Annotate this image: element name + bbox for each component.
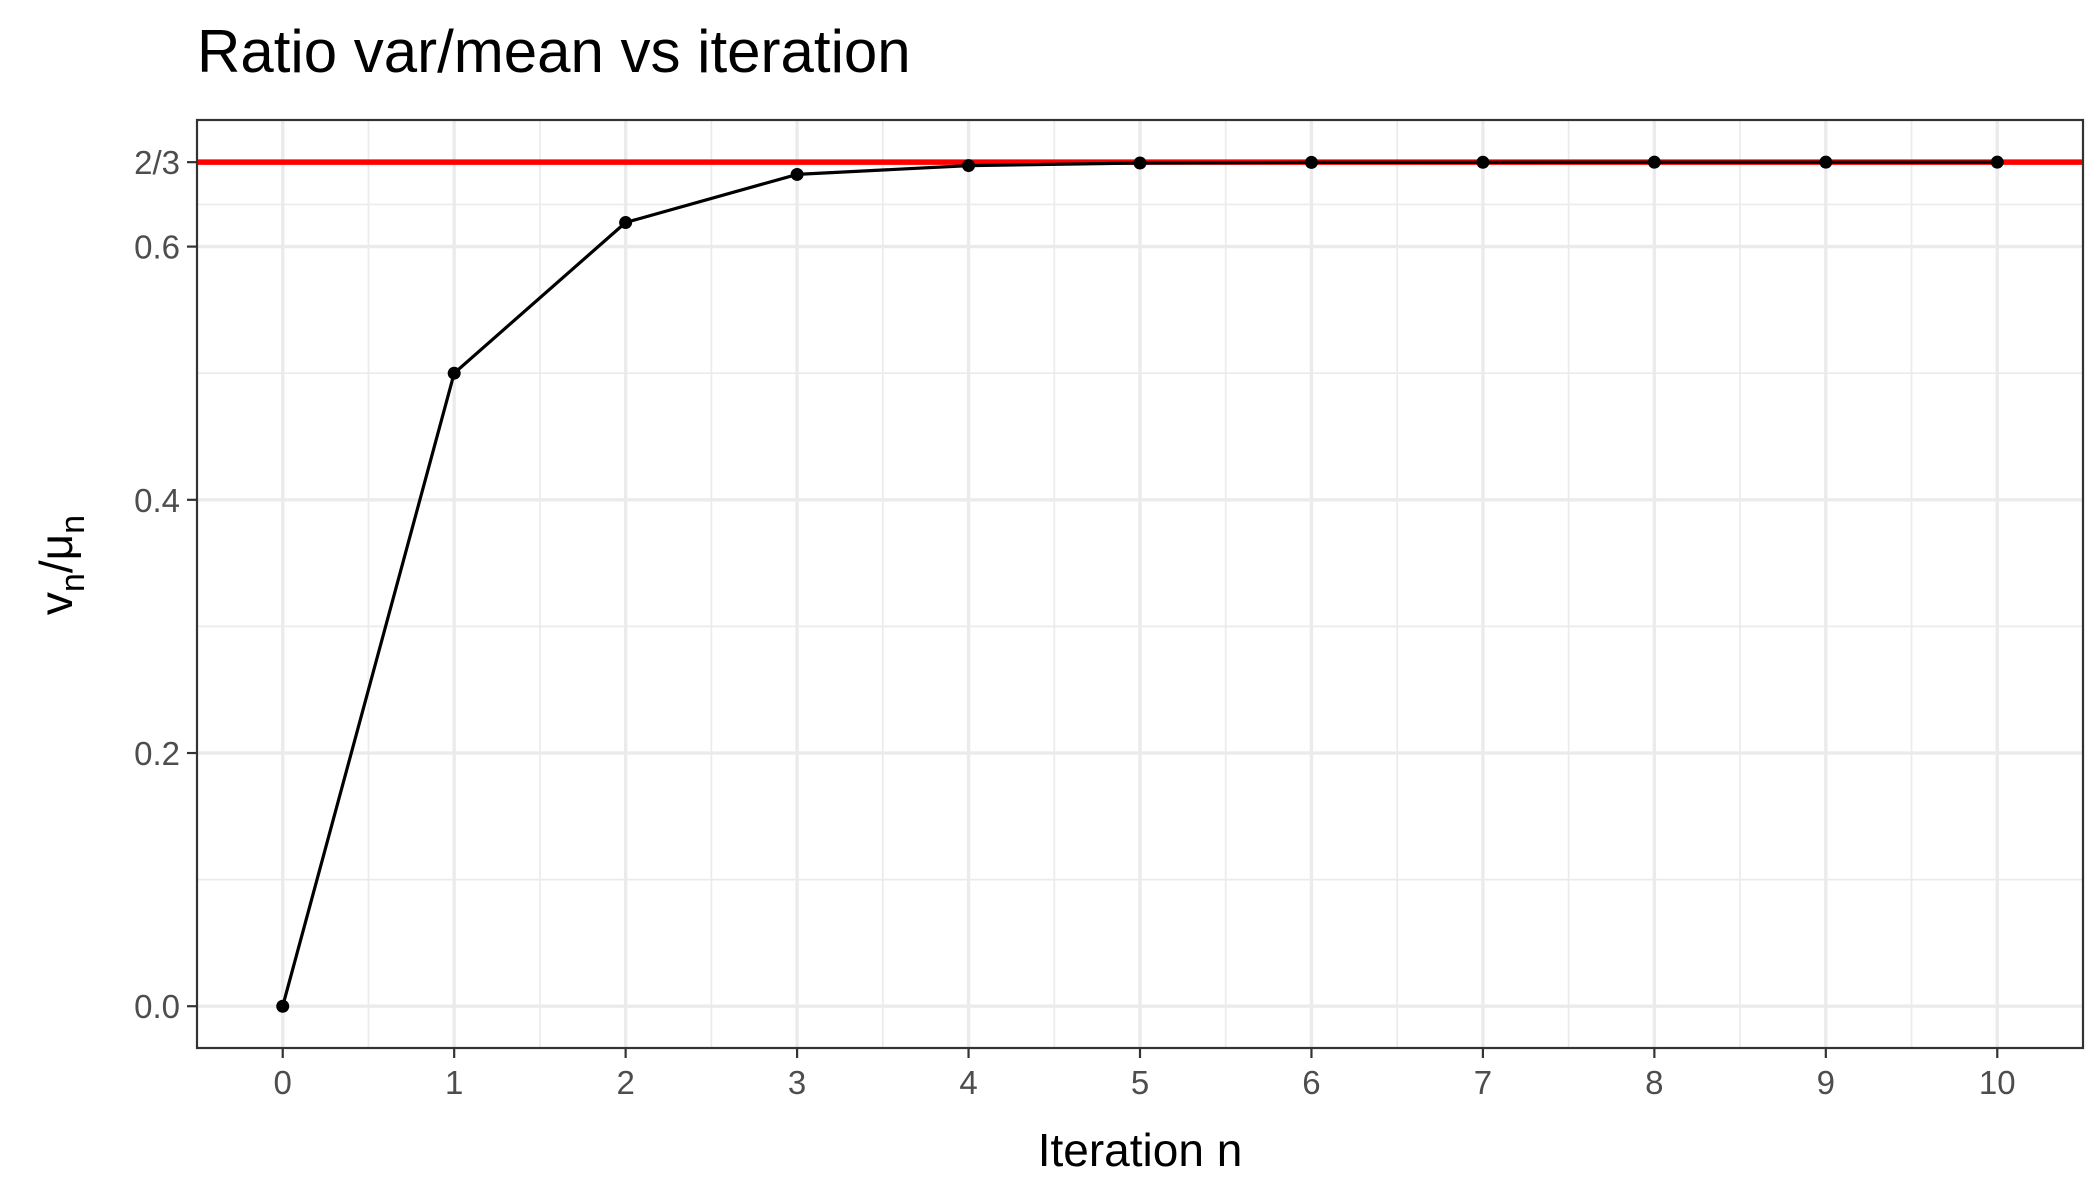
x-tick-label: 10: [1979, 1064, 2016, 1101]
data-point: [1304, 155, 1318, 169]
data-point: [1990, 155, 2004, 169]
x-tick-label: 3: [788, 1064, 806, 1101]
y-tick-label: 0.0: [134, 988, 180, 1025]
y-axis-title-sub-2: n: [54, 515, 92, 534]
y-axis-title-base-2: μ: [30, 534, 82, 561]
data-point: [962, 159, 976, 173]
chart-title: Ratio var/mean vs iteration: [197, 18, 911, 85]
y-axis: 0.0 0.2 0.4 0.6 2/3: [134, 144, 197, 1025]
y-axis-title: vn/μn: [30, 515, 92, 615]
grid-layer: [197, 120, 2083, 1048]
y-tick-label: 0.6: [134, 229, 180, 266]
x-axis-title: Iteration n: [1038, 1124, 1243, 1176]
x-tick-label: 5: [1131, 1064, 1149, 1101]
x-tick-label: 0: [274, 1064, 292, 1101]
data-point: [276, 999, 290, 1013]
data-point: [790, 167, 804, 181]
x-tick-label: 2: [616, 1064, 634, 1101]
data-point: [447, 366, 461, 380]
data-point: [1647, 155, 1661, 169]
x-tick-label: 1: [445, 1064, 463, 1101]
x-axis: 0 1 2 3 4 5 6 7 8 9 10: [274, 1048, 2016, 1101]
y-tick-label: 0.4: [134, 482, 180, 519]
x-tick-label: 9: [1817, 1064, 1835, 1101]
x-tick-label: 4: [959, 1064, 977, 1101]
y-tick-label: 2/3: [134, 144, 180, 181]
x-tick-label: 6: [1302, 1064, 1320, 1101]
x-tick-label: 8: [1645, 1064, 1663, 1101]
data-point: [619, 216, 633, 230]
data-point: [1819, 155, 1833, 169]
series-layer: [276, 155, 2004, 1013]
x-tick-label: 7: [1474, 1064, 1492, 1101]
data-point: [1133, 156, 1147, 170]
y-axis-title-base-1: v: [30, 592, 82, 615]
y-axis-title-separator: /: [30, 560, 82, 573]
y-axis-title-sub-1: n: [54, 573, 92, 592]
data-point: [1476, 155, 1490, 169]
y-tick-label: 0.2: [134, 735, 180, 772]
